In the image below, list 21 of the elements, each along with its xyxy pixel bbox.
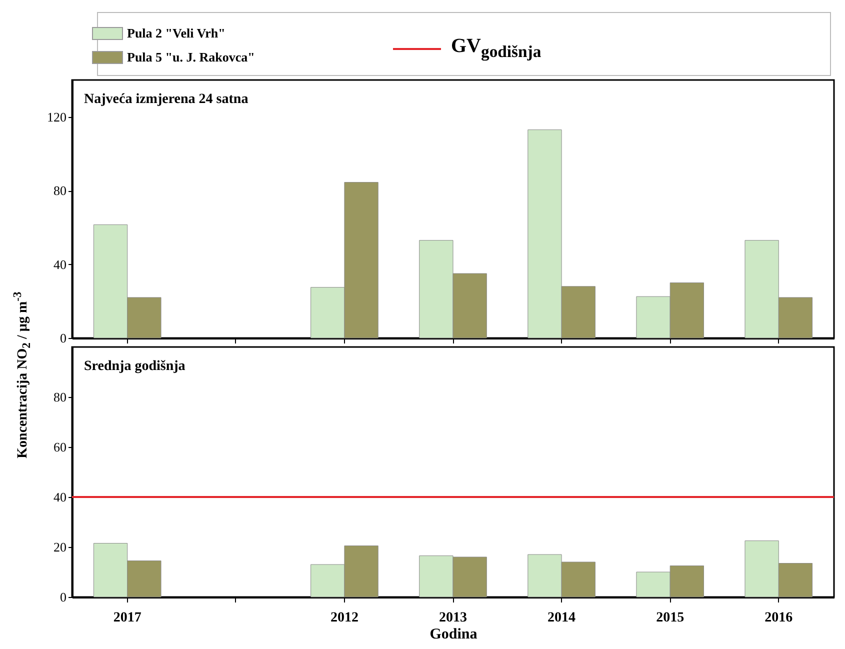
legend-label: Pula 5 "u. J. Rakovca" (127, 50, 255, 64)
x-tick-label: 2013 (439, 610, 467, 626)
y-tick-label: 40 (54, 490, 66, 504)
y-tick-label: 80 (54, 390, 66, 404)
x-tick-label: 2014 (548, 610, 576, 626)
text: Najveća izmjerena 24 satna (84, 92, 248, 107)
x-tick-label: 2016 (764, 610, 793, 626)
x-axis-title: Godina (430, 626, 478, 642)
y-tick-label: 0 (60, 590, 66, 604)
y-tick-label: 120 (47, 109, 66, 124)
legend-label: Pula 2 "Veli Vrh" (127, 26, 226, 40)
y-tick-label: 20 (54, 540, 66, 554)
x-tick-label: 2015 (656, 610, 684, 626)
x-tick-label: 2017 (113, 610, 142, 626)
y-tick-label: 0 (60, 330, 66, 346)
x-tick-label: 2012 (330, 610, 358, 626)
y-tick-label: 80 (54, 183, 66, 198)
text: Srednja godišnja (84, 359, 186, 374)
legend-label: GV$_{godišnja}$ (451, 35, 542, 62)
y-tick-label: 40 (54, 256, 66, 272)
y-tick-label: 60 (54, 440, 66, 454)
